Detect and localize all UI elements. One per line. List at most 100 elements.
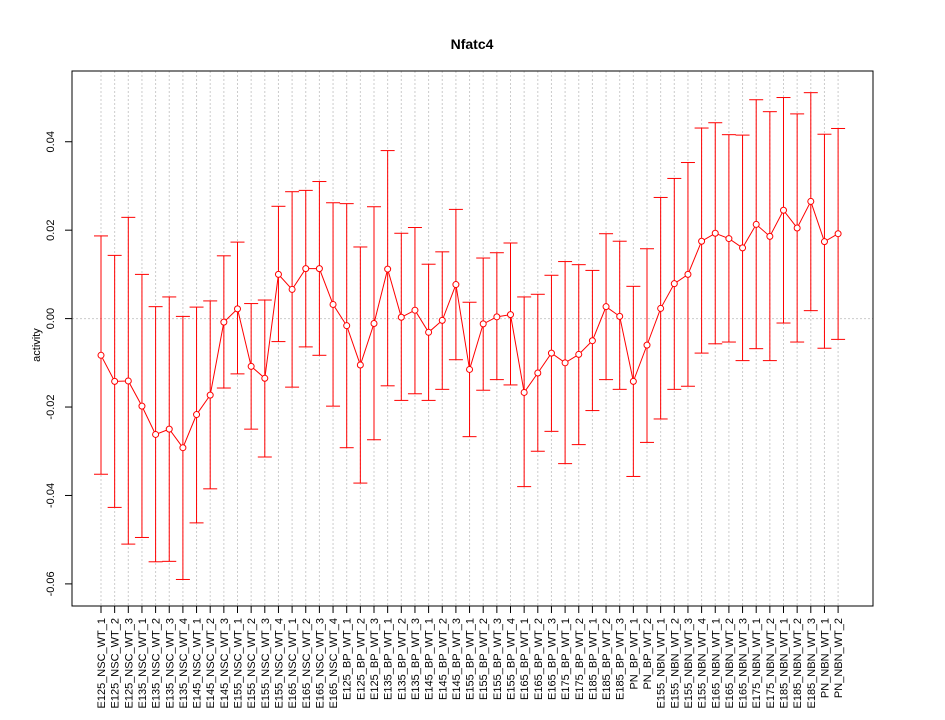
x-tick-label: E155_NSC_WT_4 [273, 618, 285, 709]
data-point [343, 322, 351, 330]
data-point [561, 359, 569, 367]
data-point [425, 328, 433, 336]
data-point [206, 391, 214, 399]
data-point [384, 265, 392, 273]
data-point [124, 377, 132, 385]
x-tick-label: E125_BP_WT_3 [369, 618, 381, 700]
data-point [520, 388, 528, 396]
data-point [411, 306, 419, 314]
plot-frame [71, 70, 874, 607]
data-point [807, 197, 815, 205]
x-tick-label: E155_NSC_WT_3 [260, 618, 272, 709]
data-point [643, 341, 651, 349]
data-point [329, 300, 337, 308]
x-tick-label: E185_BP_WT_1 [587, 618, 599, 700]
x-tick-label: E175_NBN_WT_2 [765, 618, 777, 709]
data-point [452, 281, 460, 289]
x-tick-label: E155_NBN_WT_3 [683, 618, 695, 709]
x-tick-label: E145_NSC_WT_2 [205, 618, 217, 709]
data-point [588, 337, 596, 345]
x-tick-label: PN_BP_WT_1 [628, 618, 640, 690]
data-point [698, 237, 706, 245]
x-tick-label: E145_BP_WT_1 [424, 618, 436, 700]
x-tick-label: PN_NBN_WT_1 [819, 618, 831, 698]
x-tick-label: E145_NSC_WT_3 [219, 618, 231, 709]
data-point [234, 305, 241, 313]
data-point [138, 402, 146, 410]
y-axis-label: activity [31, 328, 43, 362]
y-axis: -0.06 -0.04 -0.02 0.00 0.02 0.04 [45, 131, 73, 596]
y-tick-label: -0.06 [45, 571, 57, 596]
x-tick-label: E135_BP_WT_3 [410, 618, 422, 700]
x-tick-label: E145_NSC_WT_1 [192, 618, 204, 709]
data-point [97, 351, 105, 359]
data-point [438, 316, 446, 324]
x-tick-label: E145_BP_WT_2 [437, 618, 449, 700]
x-tick-label: E165_BP_WT_2 [533, 618, 545, 700]
x-tick-label: E165_NSC_WT_4 [328, 618, 340, 709]
x-tick-label: E135_BP_WT_1 [383, 618, 395, 700]
x-tick-label: E155_NBN_WT_2 [669, 618, 681, 709]
x-tick-label: E155_BP_WT_3 [492, 618, 504, 700]
x-tick-label: E165_NSC_WT_2 [301, 618, 313, 709]
x-tick-label: E155_BP_WT_2 [478, 618, 490, 700]
data-point [315, 265, 323, 273]
x-tick-label: E135_BP_WT_2 [396, 618, 408, 700]
data-point [111, 377, 119, 385]
data-point [397, 313, 405, 321]
x-tick-label: E175_BP_WT_2 [574, 618, 586, 700]
y-tick-label: 0.04 [45, 131, 57, 152]
data-point [766, 232, 774, 240]
y-tick-label: -0.04 [45, 483, 57, 508]
x-tick-label: E185_NBN_WT_2 [792, 618, 804, 709]
y-tick-label: 0.02 [45, 219, 57, 240]
error-bars [94, 92, 846, 580]
x-tick-label: E155_BP_WT_1 [465, 618, 477, 700]
data-point [711, 229, 719, 237]
x-tick-label: E135_NSC_WT_1 [137, 618, 149, 709]
x-tick-label: E165_NSC_WT_3 [314, 618, 326, 709]
x-tick-label: E125_BP_WT_1 [342, 618, 354, 700]
x-tick-label: PN_BP_WT_2 [642, 618, 654, 690]
x-tick-label: E155_NBN_WT_1 [656, 618, 668, 709]
x-tick-label: E155_BP_WT_4 [506, 618, 518, 700]
x-tick-label: E175_NBN_WT_1 [751, 618, 763, 709]
x-tick-label: E185_NBN_WT_3 [806, 618, 818, 709]
data-point [725, 235, 733, 243]
data-point [739, 244, 747, 252]
x-axis: E125_NSC_WT_1 E125_NSC_WT_2 E125_NSC_WT_3 E… [96, 605, 845, 709]
x-tick-label: E125_NSC_WT_1 [96, 618, 108, 709]
data-point [820, 238, 828, 246]
x-tick-label: E155_NSC_WT_2 [246, 618, 258, 709]
data-point [616, 312, 624, 320]
data-point [657, 304, 665, 312]
y-tick-label: -0.02 [45, 394, 57, 419]
x-tick-label: E155_NSC_WT_1 [233, 618, 245, 709]
chart-title: Nfatc4 [451, 36, 494, 52]
x-tick-label: E185_BP_WT_2 [601, 618, 613, 700]
series-points [97, 197, 842, 452]
x-tick-label: E185_BP_WT_3 [615, 618, 627, 700]
data-point [165, 425, 173, 433]
x-tick-label: E165_BP_WT_3 [546, 618, 558, 700]
data-point [302, 265, 310, 273]
data-point [780, 206, 787, 214]
data-point [752, 220, 760, 228]
data-point [534, 369, 542, 377]
data-point [288, 285, 296, 293]
x-tick-label: E135_NSC_WT_4 [178, 618, 190, 709]
x-tick-label: E145_BP_WT_3 [451, 618, 463, 700]
x-tick-label: E135_NSC_WT_3 [164, 618, 176, 709]
y-tick-label: 0.00 [45, 308, 57, 329]
x-tick-label: E135_NSC_WT_2 [151, 618, 163, 709]
x-tick-label: E185_NBN_WT_1 [779, 618, 791, 709]
data-point [507, 311, 514, 319]
x-tick-label: E155_NBN_WT_4 [697, 618, 709, 709]
data-point [493, 313, 501, 321]
data-point [466, 365, 474, 373]
x-tick-label: E165_BP_WT_1 [519, 618, 531, 700]
x-tick-label: E165_NBN_WT_3 [738, 618, 750, 709]
x-tick-label: E125_NSC_WT_2 [110, 618, 122, 709]
x-tick-label: E165_NSC_WT_1 [287, 618, 299, 709]
